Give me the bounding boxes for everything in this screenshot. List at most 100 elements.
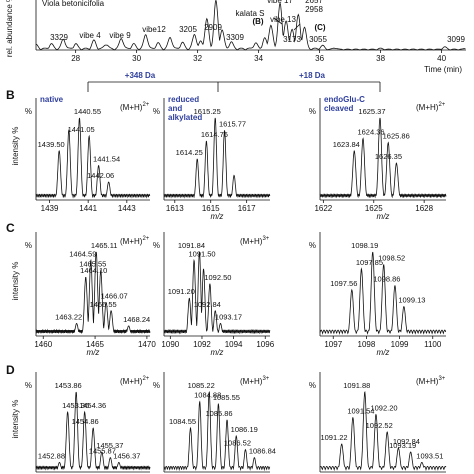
panel-a-x-tick-label: 28: [71, 54, 80, 63]
panel-c-spectrum-1-x-tick-label: 1465: [86, 340, 104, 349]
panel-c-spectrum-1-x-tick-label: 1470: [138, 340, 156, 349]
panel-c-spectrum-1-peak-label: 1464.10: [80, 266, 107, 275]
panel-c-spectrum-2-x-tick-label: 1096: [256, 340, 274, 349]
panel-d-spectrum-2-peak-label: 1084.88: [194, 391, 221, 400]
panel-d-spectrum-3-peak-label: 1091.54: [347, 407, 374, 416]
panel-a-pointer: [293, 23, 301, 31]
panel-a-annotation: vibe 4: [79, 31, 101, 40]
panel-d-spectrum-3-peak-label: 1092.20: [370, 403, 397, 412]
panel-a-annotation: vibe 9: [109, 31, 131, 40]
panel-a-x-tick-label: 30: [132, 54, 141, 63]
panel-d-spectrum-2-peak-label: 1085.55: [213, 393, 240, 402]
panel-c-spectrum-3-x-tick-label: 1097: [324, 340, 342, 349]
panel-c-spectrum-3-peak-label: 1098.52: [378, 254, 405, 263]
panel-d-spectrum-1-peak-label: 1453.36: [62, 401, 89, 410]
panel-a-pointer: [273, 17, 283, 25]
panel-c-spectrum-2-peak-label: 1091.50: [188, 249, 215, 258]
panel-b-spectrum-2-peak-label: 1614.76: [201, 130, 228, 139]
panel-c-spectrum-3-percent-label: %: [309, 241, 316, 250]
panel-c-label: C: [6, 221, 15, 235]
panel-b-spectrum-2-x-tick-label: 1615: [202, 204, 220, 213]
panel-b-spectrum-3-condition-label: endoGlu-C: [324, 95, 365, 104]
panel-d-spectrum-1-peak-label: 1454.36: [79, 401, 106, 410]
panel-d-spectrum-1-peak-label: 1452.88: [38, 451, 65, 460]
panel-d-spectrum-1-peak-label: 1453.86: [55, 381, 82, 390]
panel-a-x-tick-label: 40: [437, 54, 446, 63]
panel-c-spectrum-1-peak-label: 1465.55: [79, 259, 106, 268]
panel-a-header-text: Viola betonicifolia: [42, 0, 105, 8]
panel-c-spectrum-2-x-tick-label: 1090: [161, 340, 179, 349]
panel-c-spectrum-1-x-label: m/z: [87, 348, 100, 357]
panel-c-y-label: intensity %: [11, 262, 20, 301]
panel-c-spectrum-1-peak-label: 1466.55: [90, 300, 117, 309]
panel-b-spectrum-2-condition-label: alkylated: [168, 113, 202, 122]
panel-b-spectrum-2-x-tick-label: 1613: [166, 204, 184, 213]
panel-c-spectrum-2-x-tick-label: 1094: [225, 340, 243, 349]
panel-d-label: D: [6, 363, 15, 377]
panel-a-x-tick-label: 32: [193, 54, 202, 63]
panel-c-spectrum-3-peak-label: 1099.13: [398, 296, 425, 305]
panel-d-y-label: intensity %: [11, 400, 20, 439]
panel-d-spectrum-3-peak-label: 1091.22: [320, 433, 347, 442]
panel-b-spectrum-3-x-tick-label: 1622: [314, 204, 332, 213]
panel-d-spectrum-3-peak-label: 1093.51: [416, 451, 443, 460]
panel-b-spectrum-3-x-tick-label: 1625: [365, 204, 383, 213]
panel-d-spectrum-1-peak-label: 1455.37: [96, 441, 123, 450]
panel-b-spectrum-3-series-line: [319, 117, 447, 199]
panel-c-spectrum-1-percent-label: %: [25, 241, 32, 250]
panel-c-spectrum-1-x-tick-label: 1460: [34, 340, 52, 349]
panel-d-spectrum-1-charge-label: (M+H)2+: [120, 376, 150, 386]
panel-c-spectrum-3-x-tick-label: 1099: [391, 340, 409, 349]
panel-d-spectrum-1-series-line: [35, 391, 151, 471]
panel-d-spectrum-2-percent-label: %: [153, 381, 160, 390]
panel-c-spectrum-3-x-label: m/z: [377, 348, 390, 357]
panel-b-spectrum-3-peak-label: 1625.37: [358, 107, 385, 116]
panel-b-spectrum-3-peak-label: 1623.84: [333, 140, 360, 149]
panel-c-spectrum-2-x-label: m/z: [211, 348, 224, 357]
panel-a-annotation: 3309: [226, 33, 244, 42]
panel-a-annotation: vibe 17: [267, 0, 293, 5]
panel-a-annotation: 2958: [305, 5, 323, 14]
panel-d-spectrum-3-percent-label: %: [309, 381, 316, 390]
panel-c-spectrum-2-peak-label: 1091.20: [168, 287, 195, 296]
panel-a-series-line: [35, 0, 466, 51]
panel-b-spectrum-1-condition-label: native: [40, 95, 64, 104]
panel-b-spectrum-1-peak-label: 1439.50: [38, 140, 65, 149]
panel-d-spectrum-3-peak-label: 1091.88: [343, 381, 370, 390]
panel-c-spectrum-3-peak-label: 1097.56: [330, 279, 357, 288]
panel-b-spectrum-2-peak-label: 1614.25: [176, 148, 203, 157]
panel-a-annotation: kalata S: [236, 9, 265, 18]
panel-b-spectrum-3-peak-label: 1626.35: [375, 152, 402, 161]
panel-a-annotation: vibe 13: [270, 15, 296, 24]
panel-b-spectrum-1-series-line: [35, 117, 151, 199]
panel-b-y-label: intensity %: [11, 127, 20, 166]
panel-a-annotation: vibe12: [142, 25, 166, 34]
panel-b-spectrum-1-x-tick-label: 1443: [118, 204, 136, 213]
panel-b-spectrum-2-condition-label: reduced: [168, 95, 199, 104]
panel-c-spectrum-3-x-tick-label: 1100: [424, 340, 442, 349]
panel-a-annotation: 3099: [447, 35, 465, 44]
panel-d-spectrum-2-charge-label: (M+H)3+: [240, 376, 270, 386]
panel-a-y-label: rel. abundance %: [5, 0, 14, 57]
panel-b-spectrum-1-x-tick-label: 1441: [79, 204, 97, 213]
panel-c-spectrum-3-x-tick-label: 1098: [358, 340, 376, 349]
panel-c-spectrum-2-peak-label: 1093.17: [215, 312, 242, 321]
panel-c-spectrum-2-charge-label: (M+H)3+: [240, 236, 270, 246]
panel-a-annotation: (C): [314, 23, 325, 32]
panel-d-spectrum-3-peak-label: 1092.84: [393, 437, 420, 446]
panel-d-spectrum-3-peak-label: 1092.52: [366, 421, 393, 430]
panel-c-spectrum-2-percent-label: %: [153, 241, 160, 250]
panel-b-spectrum-1-percent-label: %: [25, 107, 32, 116]
panel-c-spectrum-2-series-line: [163, 251, 271, 335]
panel-b-label: B: [6, 88, 15, 102]
panel-a-x-label: Time (min): [424, 65, 462, 74]
panel-d-spectrum-3-peak-label: 1093.19: [389, 441, 416, 450]
panel-c-spectrum-3-series-line: [319, 251, 447, 335]
panel-b-spectrum-1-peak-label: 1441.54: [93, 155, 120, 164]
panel-a-x-tick-label: 38: [376, 54, 385, 63]
panel-b-spectrum-2-peak-label: 1615.25: [194, 107, 221, 116]
panel-a-annotation: 2909: [204, 23, 222, 32]
panel-a-annotation: (B): [252, 17, 263, 26]
panel-b-spectrum-3-charge-label: (M+H)2+: [416, 102, 446, 112]
panel-c-spectrum-2-x-tick-label: 1092: [193, 340, 211, 349]
